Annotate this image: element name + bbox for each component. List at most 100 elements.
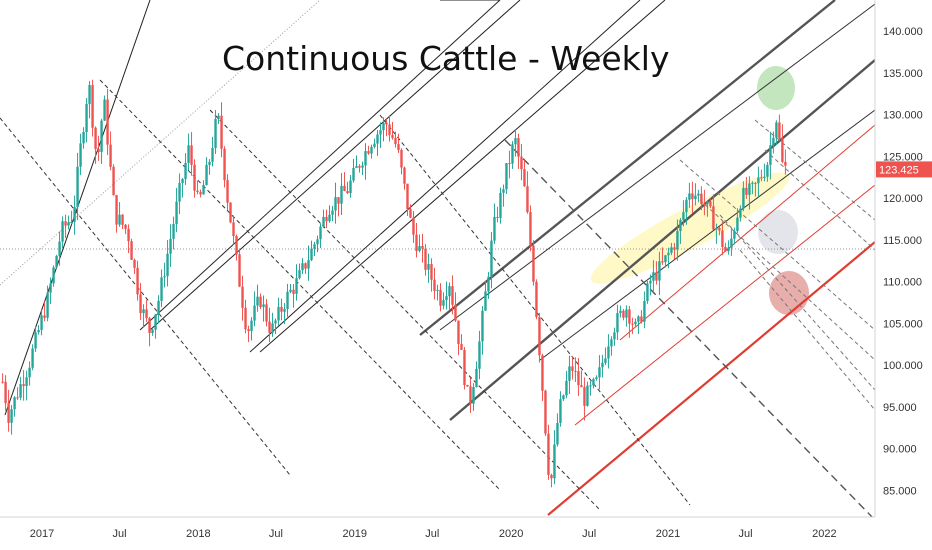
candle-body	[472, 387, 475, 404]
candle-body	[400, 149, 403, 168]
chart-title: Continuous Cattle - Weekly	[222, 39, 669, 78]
time-tick-label: 2022	[812, 528, 836, 540]
candle-series	[1, 79, 787, 488]
candle-body	[289, 289, 292, 292]
candle-body	[340, 185, 343, 204]
candle-body	[361, 165, 364, 168]
candle-body	[574, 370, 577, 372]
candle-body	[469, 386, 472, 404]
candle-body	[178, 182, 181, 202]
candle-body	[145, 309, 148, 319]
price-axis[interactable]: 85.000 90.000 95.000 100.000 105.000 110.000 1…	[883, 26, 923, 497]
candle-body	[532, 245, 535, 282]
candle-body	[331, 210, 334, 215]
candle-body	[766, 164, 769, 177]
candle-body	[163, 276, 166, 278]
last-price-tag-background	[876, 161, 932, 178]
candle-body	[538, 316, 541, 356]
candle-body	[760, 177, 763, 179]
candle-body	[625, 309, 628, 318]
candle-body	[742, 187, 745, 209]
candle-body	[694, 195, 697, 200]
candle-body	[382, 122, 385, 131]
candle-body	[754, 182, 757, 184]
candle-body	[487, 276, 490, 292]
candle-body	[607, 346, 610, 359]
trend-line-down	[504, 139, 874, 517]
candle-body	[148, 318, 151, 333]
candle-body	[670, 247, 673, 253]
candle-body	[709, 201, 712, 207]
candle-body	[739, 208, 742, 218]
candle-body	[778, 122, 781, 139]
candle-body	[463, 349, 466, 385]
candle-body	[409, 209, 412, 218]
candle-body	[211, 148, 214, 162]
candle-body	[529, 212, 532, 246]
candle-body	[637, 316, 640, 322]
candle-body	[505, 163, 508, 190]
candle-body	[64, 221, 67, 226]
candle-body	[295, 278, 298, 294]
candle-body	[349, 180, 352, 194]
price-tick-label: 110.000	[883, 277, 922, 289]
candle-body	[358, 166, 361, 168]
candle-body	[13, 397, 16, 410]
candle-body	[313, 244, 316, 249]
trend-line-down	[719, 214, 875, 391]
candle-body	[355, 166, 358, 168]
candle-body	[325, 216, 328, 222]
candle-body	[124, 224, 127, 229]
candle-body	[466, 384, 469, 387]
candle-body	[499, 192, 502, 218]
candle-body	[424, 248, 427, 270]
candle-body	[199, 192, 202, 195]
price-tick-label: 100.000	[883, 360, 923, 372]
candle-body	[286, 291, 289, 309]
candle-body	[265, 304, 268, 322]
price-tick-label: 130.000	[883, 110, 923, 122]
candle-body	[370, 146, 373, 154]
time-axis[interactable]: 2017 Jul 2018 Jul 2019 Jul 2020 Jul 2021 Jul 2022	[30, 528, 837, 540]
last-price-tag: 123.425	[876, 161, 932, 178]
candle-body	[28, 367, 31, 378]
candle-body	[346, 191, 349, 194]
candle-body	[784, 161, 787, 166]
candle-body	[490, 240, 493, 277]
candle-body	[445, 296, 448, 301]
candle-body	[166, 253, 169, 277]
candle-body	[406, 183, 409, 210]
candle-body	[268, 321, 271, 333]
candle-body	[46, 292, 49, 318]
candle-body	[388, 124, 391, 136]
candle-body	[691, 193, 694, 200]
trend-line-up	[259, 0, 666, 353]
candle-body	[25, 377, 28, 387]
candle-body	[172, 224, 175, 239]
candle-body	[379, 130, 382, 135]
candle-body	[241, 286, 244, 308]
candle-body	[613, 332, 616, 340]
time-tick-label: Jul	[582, 528, 596, 540]
candle-body	[70, 221, 73, 223]
time-tick-label: Jul	[269, 528, 283, 540]
candle-body	[568, 366, 571, 381]
candle-body	[43, 315, 46, 318]
candle-body	[118, 214, 121, 225]
candle-body	[484, 291, 487, 311]
trend-lines	[0, 0, 875, 517]
candle-body	[103, 99, 106, 121]
time-tick-label: 2019	[343, 528, 367, 540]
candle-body	[154, 314, 157, 330]
candle-body	[76, 166, 79, 208]
candle-body	[322, 216, 325, 227]
candle-body	[475, 368, 478, 388]
candle-body	[67, 222, 70, 226]
candle-body	[712, 206, 715, 230]
candle-body	[721, 230, 724, 247]
candle-body	[751, 182, 754, 184]
candle-body	[565, 380, 568, 396]
candle-body	[544, 390, 547, 434]
red-target-ellipse	[769, 271, 809, 315]
candle-body	[451, 286, 454, 305]
